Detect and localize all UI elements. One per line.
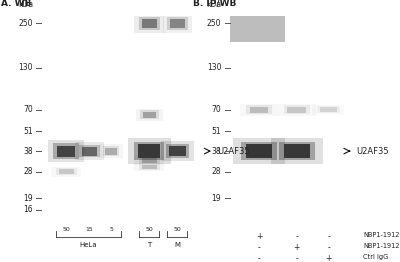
Bar — [312, 105, 345, 115]
Bar — [136, 109, 162, 121]
Bar — [51, 167, 81, 177]
Bar — [166, 144, 189, 158]
Text: 38: 38 — [212, 147, 221, 156]
Bar — [134, 14, 164, 32]
Bar — [103, 146, 119, 156]
Bar — [142, 19, 157, 28]
Bar — [167, 17, 188, 30]
Bar — [142, 159, 157, 163]
Bar — [284, 105, 310, 114]
Bar — [74, 142, 104, 160]
Text: NBP1-19120: NBP1-19120 — [363, 232, 400, 238]
Bar — [59, 169, 74, 174]
Text: U2AF35: U2AF35 — [217, 147, 250, 156]
Bar — [100, 144, 123, 158]
Text: 28: 28 — [212, 167, 221, 176]
Text: NBP1-19121: NBP1-19121 — [363, 243, 400, 249]
Bar — [284, 144, 310, 158]
Bar — [241, 142, 277, 160]
Text: 70: 70 — [23, 105, 33, 114]
Bar — [82, 146, 97, 156]
Text: +: + — [326, 254, 332, 262]
Bar — [278, 103, 316, 116]
Bar — [134, 156, 164, 165]
Bar — [138, 144, 160, 158]
Text: HeLa: HeLa — [80, 242, 98, 248]
Text: -: - — [296, 254, 298, 262]
Bar — [287, 107, 306, 113]
Bar — [279, 142, 315, 160]
Bar — [105, 148, 117, 155]
Text: kDa: kDa — [18, 0, 33, 9]
Bar — [246, 105, 272, 114]
Text: 38: 38 — [23, 147, 33, 156]
Bar — [140, 111, 158, 119]
Bar — [48, 140, 84, 162]
Text: 70: 70 — [212, 105, 221, 114]
Text: kDa: kDa — [206, 0, 221, 9]
Text: 50: 50 — [145, 227, 153, 232]
Bar — [54, 143, 79, 159]
Bar — [162, 14, 192, 32]
Text: -: - — [327, 232, 330, 241]
Text: 16: 16 — [23, 205, 33, 214]
Bar — [139, 17, 160, 30]
Text: 51: 51 — [212, 127, 221, 136]
Bar — [240, 103, 278, 116]
Bar — [128, 138, 171, 164]
Text: -: - — [296, 232, 298, 241]
Text: A. WB: A. WB — [2, 0, 32, 8]
Bar — [317, 106, 340, 113]
Text: 130: 130 — [207, 63, 221, 72]
Text: 50: 50 — [174, 227, 181, 232]
Bar — [134, 163, 164, 171]
Bar — [230, 16, 285, 42]
Text: 19: 19 — [23, 194, 33, 203]
Text: 5: 5 — [109, 227, 113, 232]
Text: Ctrl IgG: Ctrl IgG — [363, 254, 388, 260]
Bar — [56, 168, 77, 175]
Bar — [142, 165, 157, 169]
Text: 28: 28 — [24, 167, 33, 176]
Text: U2AF35: U2AF35 — [356, 147, 388, 156]
Bar — [271, 138, 323, 164]
Text: 19: 19 — [212, 194, 221, 203]
Bar — [320, 107, 337, 112]
Text: 51: 51 — [23, 127, 33, 136]
Bar — [250, 107, 268, 113]
Text: B. IP/WB: B. IP/WB — [193, 0, 236, 8]
Text: -: - — [258, 243, 260, 252]
Bar — [246, 144, 272, 158]
Bar — [169, 146, 186, 156]
Text: 50: 50 — [62, 227, 70, 232]
Bar — [233, 138, 285, 164]
Text: T: T — [147, 242, 151, 248]
Text: 250: 250 — [18, 19, 33, 28]
Bar — [139, 164, 160, 170]
Bar — [57, 145, 75, 157]
Text: 130: 130 — [18, 63, 33, 72]
Text: M: M — [174, 242, 180, 248]
Bar — [170, 19, 185, 28]
Text: +: + — [256, 232, 262, 241]
Text: 250: 250 — [207, 19, 221, 28]
Bar — [161, 141, 194, 161]
Bar — [79, 145, 100, 157]
Text: -: - — [258, 254, 260, 262]
Text: +: + — [294, 243, 300, 252]
Bar — [139, 157, 160, 164]
Text: -: - — [327, 243, 330, 252]
Text: 15: 15 — [86, 227, 93, 232]
Bar — [142, 112, 156, 118]
Bar — [134, 142, 164, 160]
